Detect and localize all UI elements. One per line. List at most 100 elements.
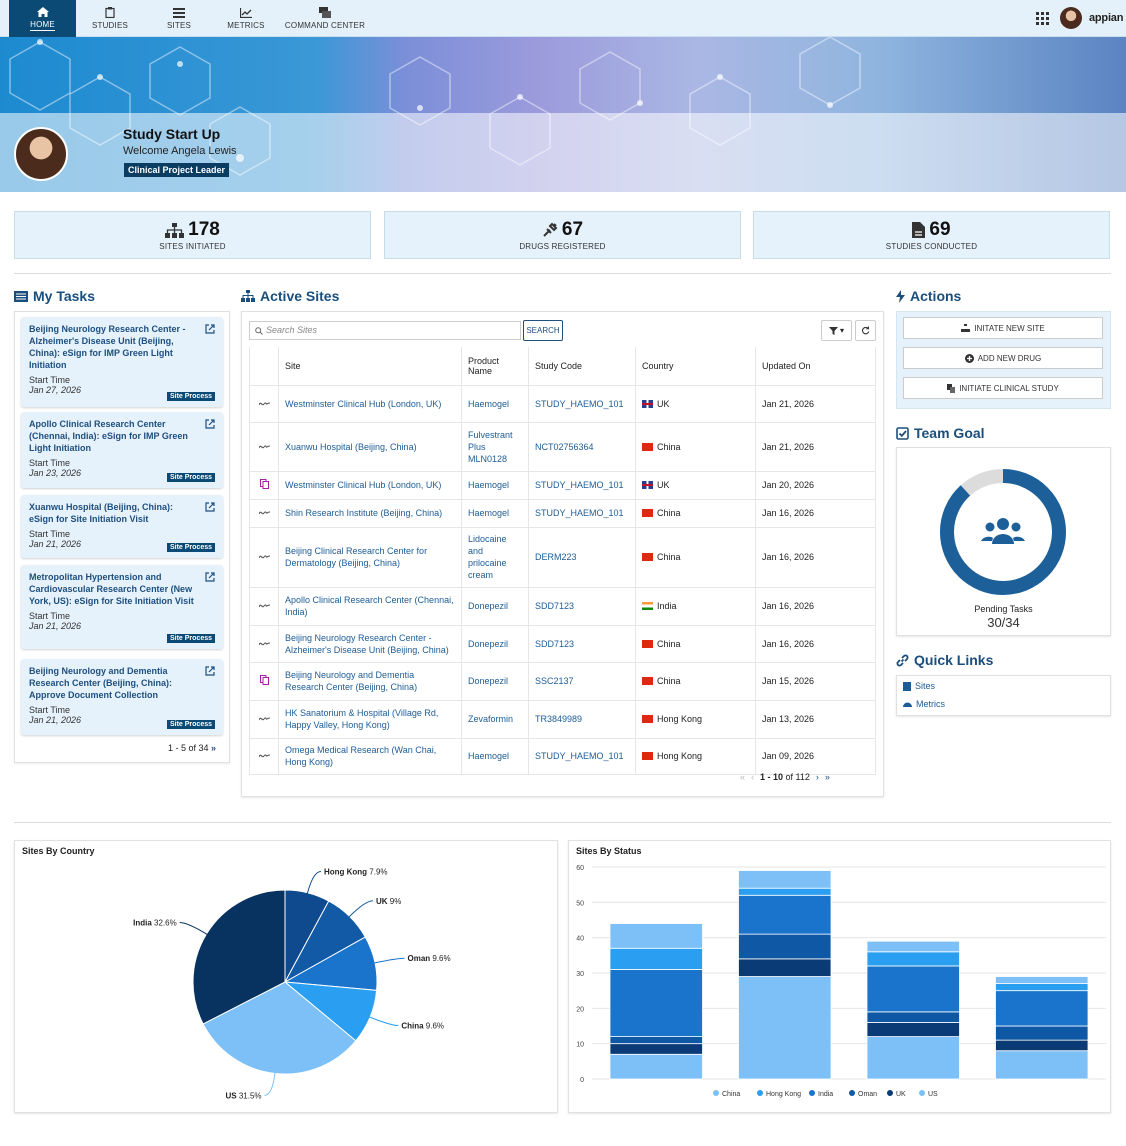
legend-item[interactable]: UK xyxy=(887,1090,906,1098)
search-button[interactable]: SEARCH xyxy=(523,320,563,341)
add-new-drug-button[interactable]: ADD NEW DRUG xyxy=(903,347,1103,369)
site-link[interactable]: Omega Medical Research (Wan Chai, Hong K… xyxy=(278,737,462,775)
product-link[interactable]: Haemogel xyxy=(461,498,529,528)
bar-segment-china[interactable] xyxy=(738,870,832,889)
legend-item[interactable]: India xyxy=(809,1090,833,1098)
prev-page-icon[interactable]: ‹ xyxy=(751,772,755,782)
next-page-icon[interactable]: › xyxy=(815,772,819,782)
app-grid-icon[interactable] xyxy=(1036,12,1049,25)
legend-item[interactable]: China xyxy=(713,1090,740,1098)
table-row[interactable]: Omega Medical Research (Wan Chai, Hong K… xyxy=(249,737,876,775)
bar-segment-oman[interactable] xyxy=(866,1011,960,1023)
task-title[interactable]: Beijing Neurology Research Center - Alzh… xyxy=(29,324,186,370)
study-code-link[interactable]: SDD7123 xyxy=(528,624,636,663)
column-country[interactable]: Country xyxy=(635,347,756,386)
nav-sites[interactable]: SITES xyxy=(158,0,200,37)
study-code-link[interactable]: NCT02756364 xyxy=(528,421,636,472)
site-link[interactable]: Xuanwu Hospital (Beijing, China) xyxy=(278,421,462,472)
product-link[interactable]: Donepezil xyxy=(461,586,529,626)
table-row[interactable]: Westminster Clinical Hub (London, UK) Hae… xyxy=(249,384,876,423)
task-title[interactable]: Beijing Neurology and Dementia Research … xyxy=(29,666,173,700)
bar-segment-uk[interactable] xyxy=(609,1043,703,1055)
bar-segment-us[interactable] xyxy=(995,1050,1089,1080)
nav-studies[interactable]: STUDIES xyxy=(86,0,134,37)
table-row[interactable]: Beijing Neurology Research Center - Alzh… xyxy=(249,624,876,663)
bar-segment-hong-kong[interactable] xyxy=(609,947,703,970)
study-code-link[interactable]: STUDY_HAEMO_101 xyxy=(528,384,636,423)
bar-segment-india[interactable] xyxy=(738,894,832,935)
column-site[interactable]: Site xyxy=(278,347,462,386)
product-link[interactable]: Haemogel xyxy=(461,737,529,775)
product-link[interactable]: Zevaformin xyxy=(461,699,529,739)
site-link[interactable]: HK Sanatorium & Hospital (Village Rd, Ha… xyxy=(278,699,462,739)
table-row[interactable]: Shin Research Institute (Beijing, China)… xyxy=(249,498,876,528)
bar-segment-us[interactable] xyxy=(866,1036,960,1080)
bar-segment-oman[interactable] xyxy=(995,1025,1089,1041)
column-study-code[interactable]: Study Code xyxy=(528,347,636,386)
table-row[interactable]: Westminster Clinical Hub (London, UK) Hae… xyxy=(249,470,876,500)
initiate-clinical-study-button[interactable]: INITIATE CLINICAL STUDY xyxy=(903,377,1103,399)
bar-segment-china[interactable] xyxy=(995,976,1089,984)
study-code-link[interactable]: STUDY_HAEMO_101 xyxy=(528,470,636,500)
column-updated[interactable]: Updated On xyxy=(755,347,876,386)
external-link-icon[interactable] xyxy=(205,502,215,512)
bar-segment-hong-kong[interactable] xyxy=(738,887,832,896)
column-product[interactable]: Product Name xyxy=(461,347,529,386)
site-link[interactable]: Shin Research Institute (Beijing, China) xyxy=(278,498,462,528)
bar-segment-uk[interactable] xyxy=(738,958,832,977)
legend-item[interactable]: US xyxy=(919,1090,938,1098)
bar-segment-us[interactable] xyxy=(609,1053,703,1080)
nav-metrics[interactable]: METRICS xyxy=(222,0,270,37)
task-card[interactable]: Beijing Neurology and Dementia Research … xyxy=(21,659,223,735)
quick-link-metrics[interactable]: Metrics xyxy=(903,699,945,709)
task-title[interactable]: Xuanwu Hospital (Beijing, China): eSign … xyxy=(29,502,173,524)
initiate-new-site-button[interactable]: INITATE NEW SITE xyxy=(903,317,1103,339)
study-code-link[interactable]: TR3849989 xyxy=(528,699,636,739)
product-link[interactable]: Haemogel xyxy=(461,384,529,423)
bar-segment-oman[interactable] xyxy=(609,1036,703,1045)
study-code-link[interactable]: STUDY_HAEMO_101 xyxy=(528,498,636,528)
bar-segment-oman[interactable] xyxy=(738,933,832,960)
product-link[interactable]: Donepezil xyxy=(461,661,529,701)
study-code-link[interactable]: STUDY_HAEMO_101 xyxy=(528,737,636,775)
bar-segment-uk[interactable] xyxy=(866,1022,960,1037)
task-card[interactable]: Apollo Clinical Research Center (Chennai… xyxy=(21,412,223,488)
site-link[interactable]: Beijing Neurology and Dementia Research … xyxy=(278,661,462,701)
search-input[interactable]: Search Sites xyxy=(249,321,521,340)
external-link-icon[interactable] xyxy=(205,324,215,334)
task-title[interactable]: Apollo Clinical Research Center (Chennai… xyxy=(29,419,188,453)
task-card[interactable]: Metropolitan Hypertension and Cardiovasc… xyxy=(21,565,223,649)
product-link[interactable]: Lidocaine and prilocaine cream xyxy=(461,526,529,588)
table-row[interactable]: HK Sanatorium & Hospital (Village Rd, Ha… xyxy=(249,699,876,739)
legend-item[interactable]: Hong Kong xyxy=(757,1090,801,1098)
table-row[interactable]: Beijing Clinical Research Center for Der… xyxy=(249,526,876,588)
site-link[interactable]: Apollo Clinical Research Center (Chennai… xyxy=(278,586,462,626)
table-row[interactable]: Beijing Neurology and Dementia Research … xyxy=(249,661,876,701)
site-link[interactable]: Westminster Clinical Hub (London, UK) xyxy=(278,384,462,423)
nav-command-center[interactable]: COMMAND CENTER xyxy=(284,0,366,37)
study-code-link[interactable]: SDD7123 xyxy=(528,586,636,626)
last-page-icon[interactable]: » xyxy=(824,772,830,782)
filter-button[interactable]: ▾ xyxy=(821,320,852,341)
table-row[interactable]: Apollo Clinical Research Center (Chennai… xyxy=(249,586,876,626)
product-link[interactable]: Donepezil xyxy=(461,624,529,663)
external-link-icon[interactable] xyxy=(205,419,215,429)
task-card[interactable]: Xuanwu Hospital (Beijing, China): eSign … xyxy=(21,495,223,558)
table-row[interactable]: Xuanwu Hospital (Beijing, China) Fulvestr… xyxy=(249,421,876,472)
study-code-link[interactable]: SSC2137 xyxy=(528,661,636,701)
bar-segment-china[interactable] xyxy=(866,940,960,953)
product-link[interactable]: Haemogel xyxy=(461,470,529,500)
site-link[interactable]: Beijing Neurology Research Center - Alzh… xyxy=(278,624,462,663)
study-code-link[interactable]: DERM223 xyxy=(528,526,636,588)
bar-segment-us[interactable] xyxy=(738,976,832,1080)
site-link[interactable]: Westminster Clinical Hub (London, UK) xyxy=(278,470,462,500)
bar-segment-india[interactable] xyxy=(995,990,1089,1027)
bar-segment-china[interactable] xyxy=(609,923,703,949)
task-card[interactable]: Beijing Neurology Research Center - Alzh… xyxy=(21,317,223,407)
bar-segment-india[interactable] xyxy=(609,969,703,1037)
first-page-icon[interactable]: « xyxy=(740,772,746,782)
bar-segment-hong-kong[interactable] xyxy=(866,951,960,967)
refresh-button[interactable] xyxy=(855,320,876,341)
bar-segment-uk[interactable] xyxy=(995,1039,1089,1052)
site-link[interactable]: Beijing Clinical Research Center for Der… xyxy=(278,526,462,588)
